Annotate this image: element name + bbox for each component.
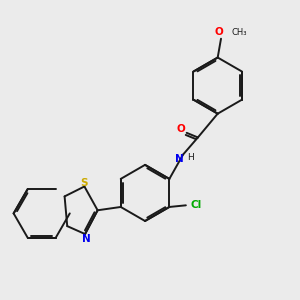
Text: Cl: Cl [190, 200, 202, 210]
Text: H: H [187, 153, 194, 162]
Text: N: N [82, 234, 91, 244]
Text: O: O [214, 27, 223, 37]
Text: O: O [177, 124, 186, 134]
Text: CH₃: CH₃ [232, 28, 248, 37]
Text: S: S [80, 178, 88, 188]
Text: N: N [175, 154, 183, 164]
